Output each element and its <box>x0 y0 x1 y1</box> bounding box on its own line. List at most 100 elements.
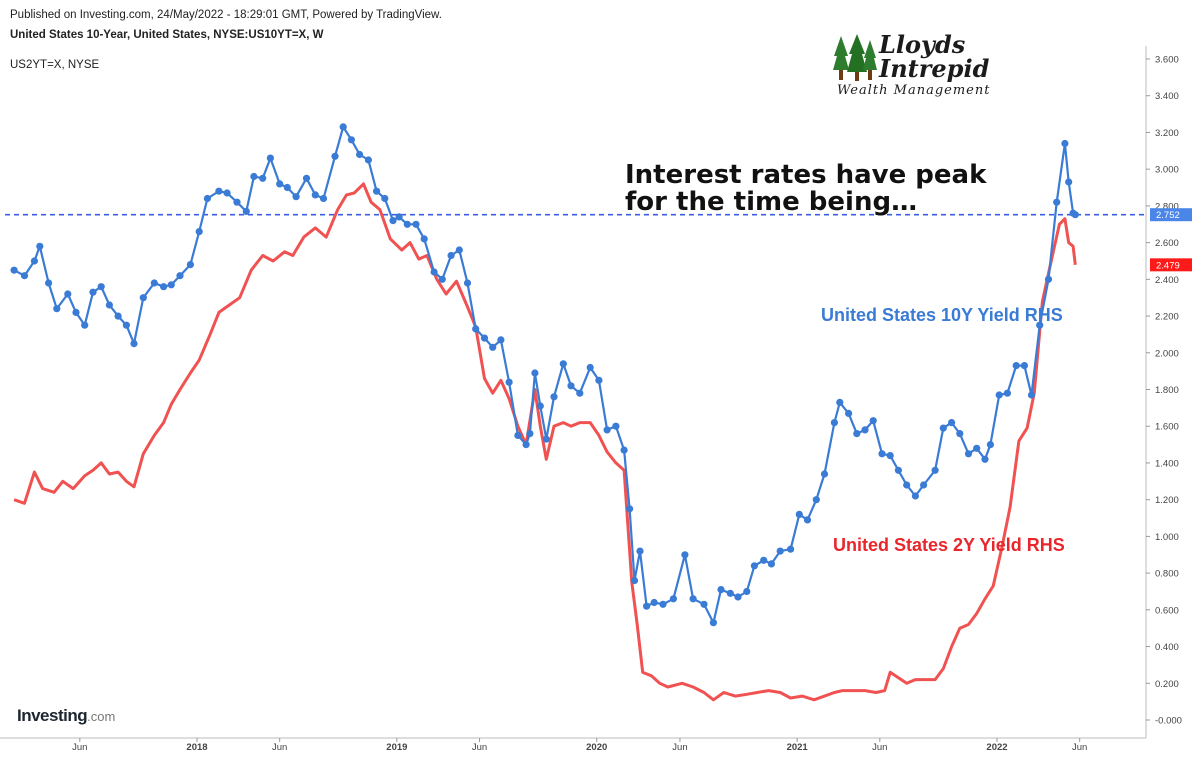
series-point-10y <box>420 235 428 243</box>
series-point-10y <box>1012 362 1020 370</box>
series-point-10y <box>626 505 634 513</box>
label-2y: United States 2Y Yield RHS <box>833 535 1065 555</box>
series-point-10y <box>903 481 911 489</box>
series-point-10y <box>89 288 97 296</box>
y-tick-label: 2.200 <box>1155 312 1179 323</box>
series-point-10y <box>586 363 594 372</box>
series-point-10y <box>233 198 241 206</box>
series-point-10y <box>347 136 355 144</box>
series-point-10y <box>795 510 803 518</box>
series-point-10y <box>364 156 372 164</box>
x-tick-label: 2018 <box>186 742 207 753</box>
series-point-10y <box>139 294 147 302</box>
series-point-10y <box>1071 211 1079 219</box>
y-tick-label: 3.600 <box>1155 55 1179 66</box>
series-point-10y <box>223 189 231 197</box>
series-point-10y <box>430 268 438 276</box>
series-point-10y <box>36 242 44 250</box>
series-point-10y <box>995 391 1003 399</box>
series-point-10y <box>522 441 530 449</box>
series-point-10y <box>931 466 939 474</box>
series-point-10y <box>1061 139 1069 148</box>
series-point-10y <box>709 619 718 627</box>
logo-line3: Wealth Management <box>837 83 991 98</box>
series-point-10y <box>276 180 284 188</box>
series-point-10y <box>526 430 534 438</box>
x-tick-label: Jun <box>872 742 887 753</box>
series-point-10y <box>734 593 742 601</box>
series-point-10y <box>105 301 113 309</box>
series-point-10y <box>669 595 678 603</box>
series-point-10y <box>567 382 575 390</box>
last-value-badge-2y: 2.479 <box>1156 260 1180 271</box>
logo-line1: Lloyds <box>879 30 966 59</box>
y-tick-label: 1.400 <box>1155 458 1179 469</box>
series-point-10y <box>447 251 455 260</box>
y-tick-label: 2.600 <box>1155 238 1179 249</box>
series-point-10y <box>242 207 250 215</box>
x-tick-label: Jun <box>1072 742 1087 753</box>
series-point-10y <box>836 398 844 406</box>
series-point-10y <box>612 422 620 430</box>
series-point-10y <box>114 312 122 320</box>
series-point-10y <box>176 272 184 280</box>
series-point-10y <box>412 220 420 228</box>
series-point-10y <box>787 545 795 553</box>
series-point-10y <box>894 466 903 474</box>
series-point-10y <box>1044 275 1053 283</box>
series-point-10y <box>30 257 38 265</box>
series-point-10y <box>681 551 689 559</box>
series-point-10y <box>531 369 539 377</box>
series-point-10y <box>920 481 928 489</box>
lloyds-intrepid-logo: Lloyds Intrepid Wealth Management <box>833 30 1013 102</box>
y-tick-label: 3.400 <box>1155 91 1179 102</box>
series-point-10y <box>830 419 839 427</box>
last-value-badge-10y-bg <box>1150 208 1192 222</box>
series-point-10y <box>820 470 829 478</box>
y-tick-label: -0.000 <box>1155 716 1182 727</box>
series-point-10y <box>603 426 611 434</box>
series-point-10y <box>878 450 886 458</box>
series-point-10y <box>339 123 347 131</box>
y-tick-label: 2.800 <box>1155 201 1179 212</box>
series-point-10y <box>576 389 584 397</box>
logo-line2: Intrepid <box>879 54 990 83</box>
x-tick-label: Jun <box>272 742 287 753</box>
y-tick-label: 0.600 <box>1155 605 1179 616</box>
series-point-10y <box>463 279 472 287</box>
y-tick-label: 2.000 <box>1155 348 1179 359</box>
x-tick-label: 2021 <box>787 742 809 753</box>
series-point-10y <box>659 600 667 608</box>
series-point-10y <box>620 446 628 454</box>
series-point-10y <box>356 150 364 159</box>
investing-brand: Investing.com <box>17 706 115 726</box>
x-tick-label: 2022 <box>986 742 1007 753</box>
brand-name: Investing <box>17 706 88 725</box>
series-point-10y <box>250 172 258 181</box>
series-point-10y <box>948 419 956 427</box>
series-point-10y <box>595 376 603 384</box>
series-point-10y <box>455 246 463 254</box>
series-point-10y <box>1020 362 1028 370</box>
series-point-10y <box>122 321 130 329</box>
series-point-10y <box>964 450 973 458</box>
x-tick-label: Jun <box>472 742 487 753</box>
series-point-10y <box>650 598 658 607</box>
x-tick-label: Jun <box>672 742 687 753</box>
series-point-10y <box>726 589 734 597</box>
series-point-10y <box>1003 389 1012 397</box>
series-point-10y <box>1053 198 1061 206</box>
series-point-10y <box>45 279 53 287</box>
series-point-10y <box>1036 321 1044 329</box>
series-point-10y <box>689 595 697 603</box>
y-tick-label: 0.400 <box>1155 642 1179 653</box>
series-point-10y <box>643 602 651 610</box>
series-line-2y <box>13 182 1077 702</box>
series-point-10y <box>266 154 274 162</box>
series-point-10y <box>536 402 544 410</box>
y-tick-label: 1.200 <box>1155 495 1179 506</box>
series-point-10y <box>373 187 381 195</box>
y-tick-label: 0.200 <box>1155 679 1179 690</box>
series-point-10y <box>505 378 513 386</box>
